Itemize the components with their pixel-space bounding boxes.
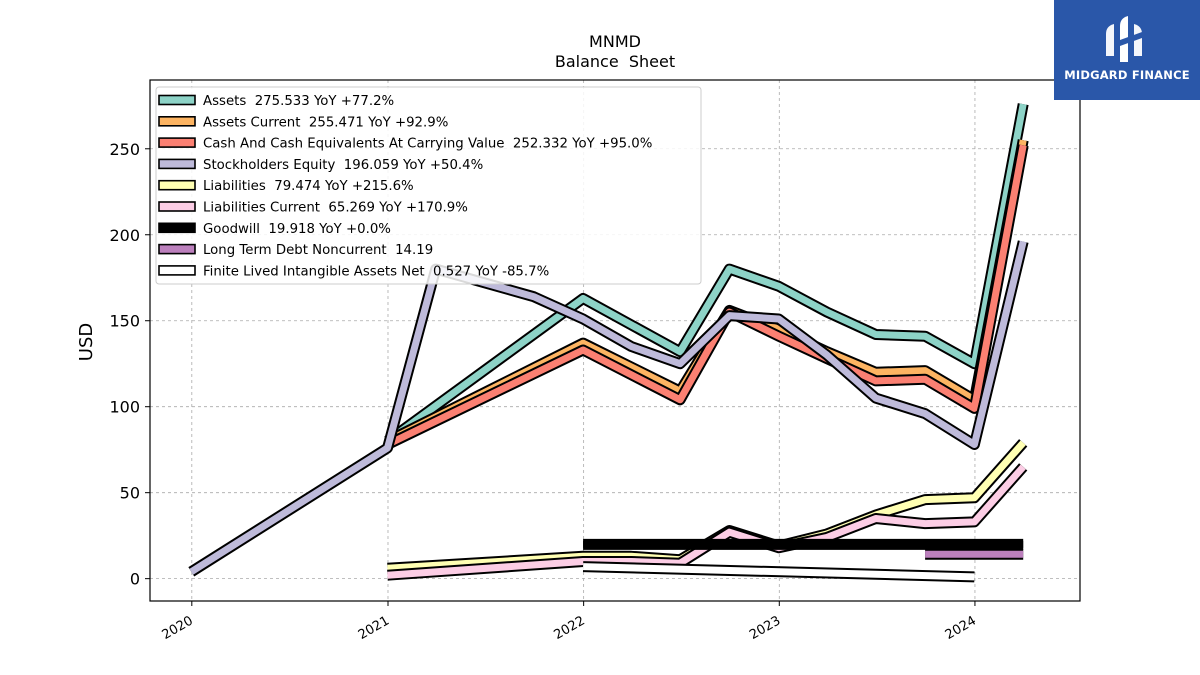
legend-swatch-1 [158, 116, 196, 127]
legend-swatch-5 [158, 201, 196, 212]
legend-box [155, 86, 702, 285]
y-tick-label: 50 [120, 484, 140, 503]
y-tick-label: 150 [109, 312, 140, 331]
legend-swatch-8 [158, 265, 196, 276]
legend-label-2: Cash And Cash Equivalents At Carrying Va… [203, 137, 652, 152]
series-line-8 [583, 563, 975, 581]
x-tick-label: 2024 [943, 613, 979, 643]
legend-label-8: Finite Lived Intangible Assets Net 0.527… [203, 264, 549, 279]
legend-label-7: Long Term Debt Noncurrent 14.19 [203, 243, 433, 258]
series-line-2 [385, 144, 1027, 448]
x-tick-label: 2023 [747, 613, 783, 643]
x-tick-label: 2022 [551, 613, 587, 643]
legend-swatch-7 [158, 243, 196, 255]
y-tick-label: 100 [109, 398, 140, 417]
chart-title: MNMD [589, 32, 641, 51]
brand-logo: MIDGARD FINANCE [1054, 0, 1200, 100]
legend-swatch-0 [158, 94, 196, 106]
legend-label-3: Stockholders Equity 196.059 YoY +50.4% [203, 158, 483, 173]
legend-swatch-4 [158, 179, 196, 191]
legend: Assets 275.533 YoY +77.2% Assets Current … [155, 86, 702, 285]
y-tick-label: 250 [109, 140, 140, 159]
y-tick-label: 200 [109, 226, 140, 245]
legend-label-4: Liabilities 79.474 YoY +215.6% [203, 179, 414, 194]
legend-label-6: Goodwill 19.918 YoY +0.0% [203, 222, 391, 237]
legend-swatch-6 [158, 222, 196, 234]
x-tick-label: 2020 [160, 613, 196, 643]
logo-mark-icon [1106, 16, 1142, 62]
chart-subtitle: Balance Sheet [555, 52, 675, 71]
y-axis-label: USD [76, 323, 97, 361]
logo-text: MIDGARD FINANCE [1064, 68, 1190, 82]
legend-swatch-3 [158, 158, 196, 170]
y-tick-label: 0 [130, 570, 140, 589]
legend-label-5: Liabilities Current 65.269 YoY +170.9% [203, 201, 468, 216]
series-line-0 [385, 103, 1027, 444]
plot-area-frame [149, 79, 1081, 602]
legend-swatch-2 [158, 137, 196, 148]
legend-label-0: Assets 275.533 YoY +77.2% [203, 94, 394, 109]
x-tick-label: 2021 [356, 613, 392, 643]
legend-label-1: Assets Current 255.471 YoY +92.9% [203, 115, 448, 130]
series-lines [188, 103, 1029, 583]
